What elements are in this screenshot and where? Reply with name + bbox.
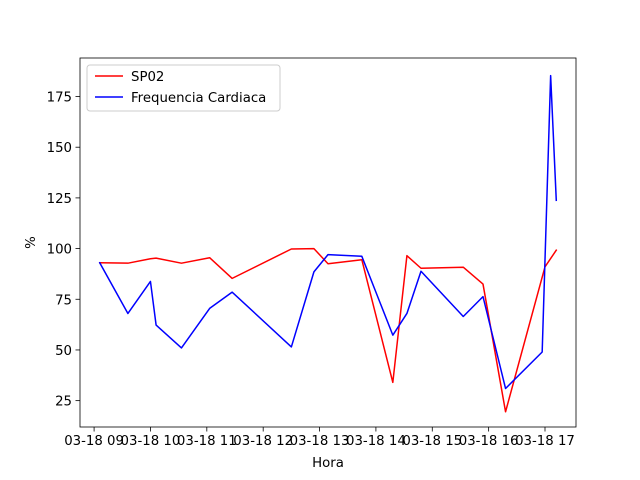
y-axis-label: % [24,236,39,249]
series-line-frequencia-cardiaca [98,74,558,390]
x-tick-label: 03-18 12 [233,434,293,449]
series-line-sp02 [98,247,558,413]
y-tick-label: 100 [47,243,72,258]
x-axis-label: Hora [312,456,344,471]
legend: SP02 Frequencia Cardiaca [86,64,281,112]
x-tick-label: 03-18 09 [64,434,124,449]
legend-label-frequencia-cardiaca: Frequencia Cardiaca [131,91,266,106]
series-layer [98,74,558,413]
y-tick-label: 150 [47,141,72,156]
x-tick-label: 03-18 10 [121,434,181,449]
x-tick-label: 03-18 17 [515,434,575,449]
y-tick-label: 75 [55,293,72,308]
x-tick-label: 03-18 14 [346,434,406,449]
y-axis: 25 50 75 100 125 150 175 [47,91,80,410]
y-tick-label: 125 [47,192,72,207]
plot-frame [79,57,577,428]
x-tick-label: 03-18 11 [177,434,237,449]
x-tick-label: 03-18 16 [459,434,519,449]
x-tick-label: 03-18 13 [290,434,350,449]
x-tick-label: 03-18 15 [402,434,462,449]
plot-background [80,58,576,427]
legend-box [86,64,281,112]
y-tick-label: 50 [55,344,72,359]
y-tick-label: 25 [55,395,72,410]
y-tick-label: 175 [47,91,72,106]
legend-label-sp02: SP02 [131,70,164,85]
